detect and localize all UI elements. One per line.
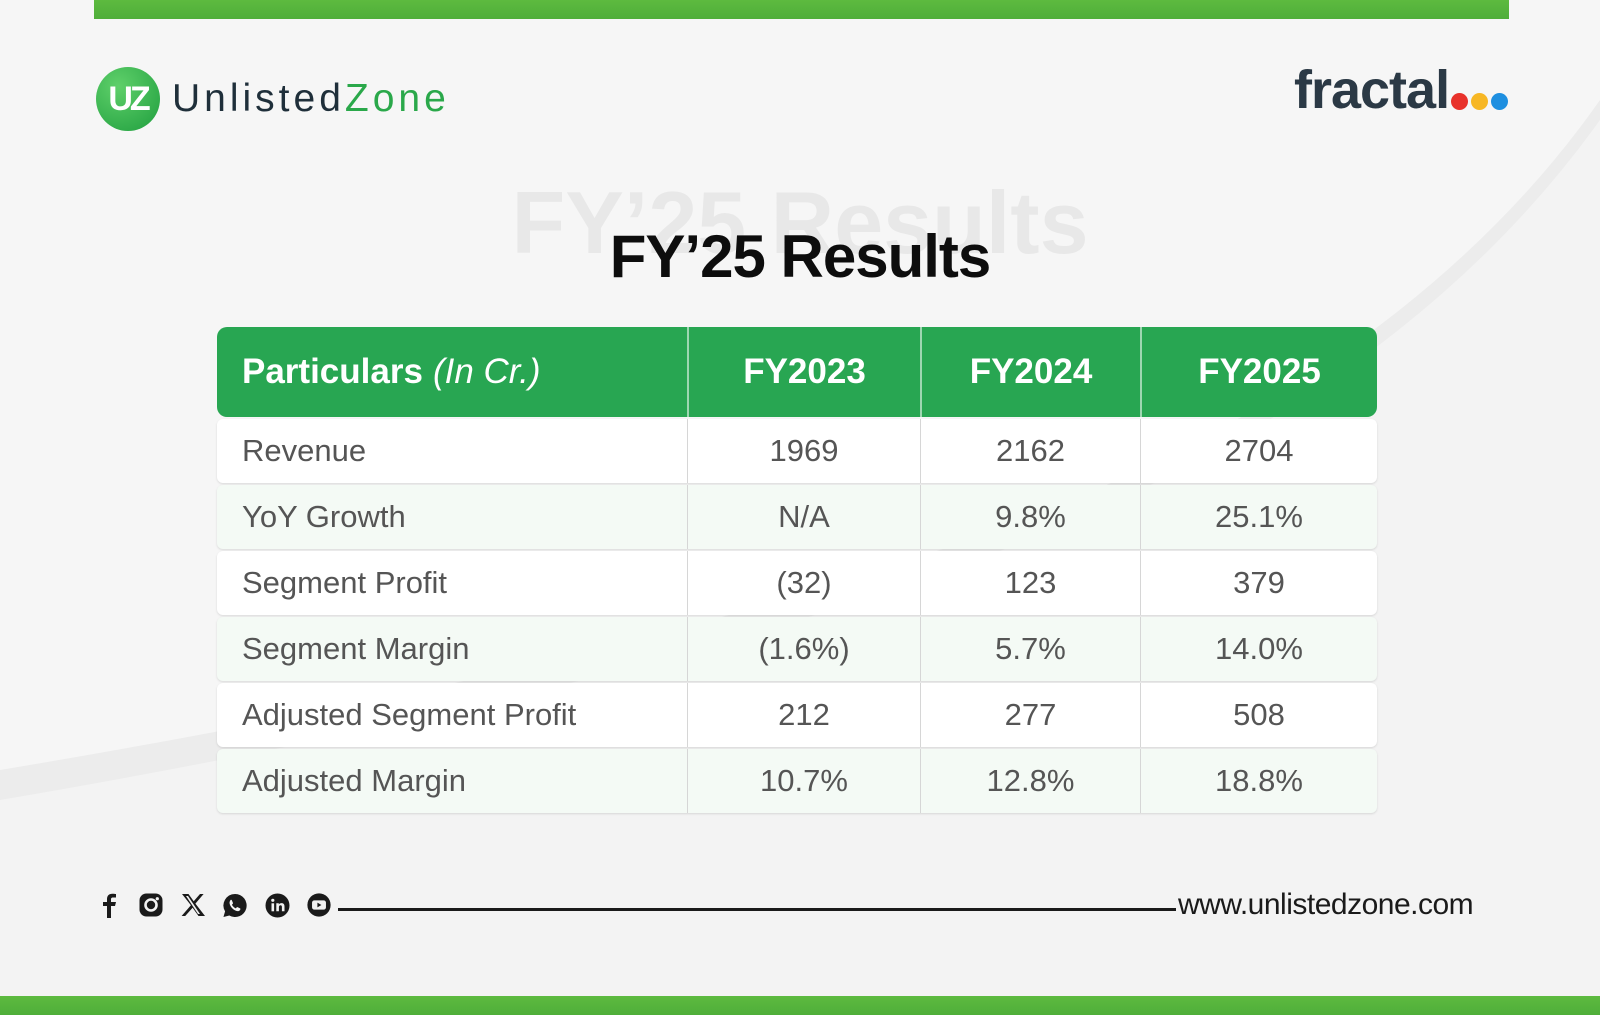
x-icon[interactable] xyxy=(180,892,206,918)
instagram-icon[interactable] xyxy=(138,892,164,918)
row-label: Adjusted Margin xyxy=(242,763,467,798)
uz-logo-word-unlisted: Unlisted xyxy=(172,77,345,120)
row-value: 123 xyxy=(920,551,1140,615)
fractal-dot-blue xyxy=(1491,93,1509,110)
header-year-fy2024: FY2024 xyxy=(920,327,1140,417)
whatsapp-icon[interactable] xyxy=(222,892,248,918)
uz-logo-wordmark: UnlistedZone xyxy=(172,77,450,121)
page-title: FY’25 Results xyxy=(609,223,992,290)
row-label: Segment Profit xyxy=(242,565,448,600)
header-year-fy2025: FY2025 xyxy=(1140,327,1377,417)
row-value: (32) xyxy=(687,551,920,615)
fractal-dot-red xyxy=(1451,93,1469,110)
row-value: 12.8% xyxy=(920,749,1140,813)
row-label: YoY Growth xyxy=(242,499,406,534)
table-row: YoY Growth N/A 9.8% 25.1% xyxy=(217,485,1377,549)
row-value: 277 xyxy=(920,683,1140,747)
uz-logo-mark: UZ xyxy=(96,67,160,131)
website-link[interactable]: www.unlistedzone.com xyxy=(1178,888,1474,921)
row-label: Revenue xyxy=(242,433,367,468)
ghost-title: FY’25 Results xyxy=(511,173,1089,272)
header-year-fy2023: FY2023 xyxy=(687,327,920,417)
row-label: Segment Margin xyxy=(242,631,470,666)
row-value: 508 xyxy=(1140,683,1377,747)
table-row: Segment Margin (1.6%) 5.7% 14.0% xyxy=(217,617,1377,681)
table-row: Revenue 1969 2162 2704 xyxy=(217,419,1377,483)
social-links xyxy=(96,892,332,918)
row-value: 379 xyxy=(1140,551,1377,615)
fractal-logo-dots xyxy=(1451,93,1509,110)
bottom-accent-bar xyxy=(0,996,1600,1015)
row-value: 18.8% xyxy=(1140,749,1377,813)
row-value: 9.8% xyxy=(920,485,1140,549)
row-value: N/A xyxy=(687,485,920,549)
table-row: Adjusted Margin 10.7% 12.8% 18.8% xyxy=(217,749,1377,813)
table-header: Particulars (In Cr.) FY2023 FY2024 FY202… xyxy=(217,327,1377,417)
row-value: 10.7% xyxy=(687,749,920,813)
row-value: 2162 xyxy=(920,419,1140,483)
facebook-icon[interactable] xyxy=(96,892,122,918)
fractal-wordmark: fractal xyxy=(1294,60,1450,120)
row-value: (1.6%) xyxy=(687,617,920,681)
unlistedzone-logo[interactable]: UZ UnlistedZone xyxy=(96,66,450,132)
header-unit-label: (In Cr.) xyxy=(432,352,541,391)
row-value: 5.7% xyxy=(920,617,1140,681)
row-value: 14.0% xyxy=(1140,617,1377,681)
table-row: Segment Profit (32) 123 379 xyxy=(217,551,1377,615)
row-value: 1969 xyxy=(687,419,920,483)
table-row: Adjusted Segment Profit 212 277 508 xyxy=(217,683,1377,747)
uz-logo-word-zone: Zone xyxy=(344,77,450,120)
fractal-dot-yellow xyxy=(1471,93,1489,110)
row-value: 25.1% xyxy=(1140,485,1377,549)
header-particulars-label: Particulars xyxy=(242,352,423,391)
header-particulars: Particulars (In Cr.) xyxy=(217,327,687,417)
footer-divider-line xyxy=(338,908,1176,911)
row-value: 2704 xyxy=(1140,419,1377,483)
results-table: Particulars (In Cr.) FY2023 FY2024 FY202… xyxy=(217,327,1377,813)
row-value: 212 xyxy=(687,683,920,747)
fractal-logo: fractal xyxy=(1294,60,1509,120)
row-label: Adjusted Segment Profit xyxy=(242,697,577,732)
linkedin-icon[interactable] xyxy=(264,892,290,918)
youtube-icon[interactable] xyxy=(306,892,332,918)
top-accent-bar xyxy=(94,0,1509,19)
